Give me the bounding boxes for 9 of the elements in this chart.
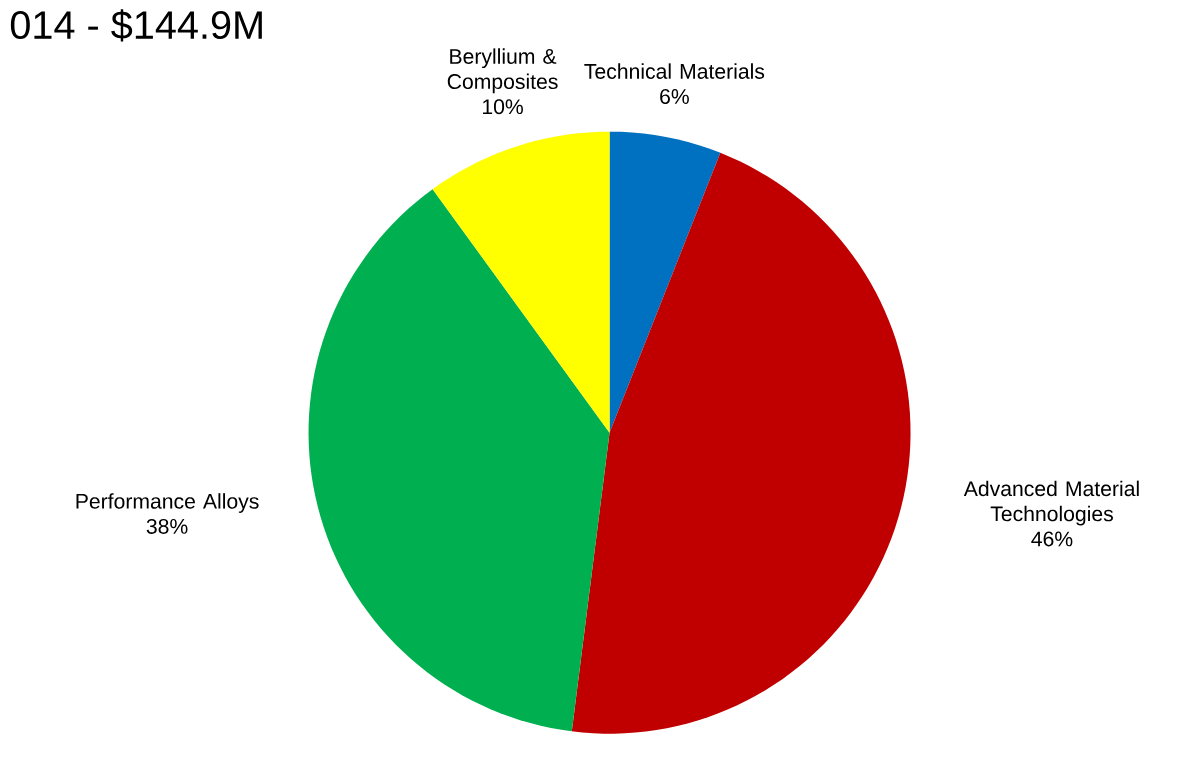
data-label: 10% [483,99,523,115]
data-label: 46% [1031,531,1073,547]
data-label: 38% [146,518,188,534]
slice-label: Beryllium & Composites [447,48,558,94]
slice-label: Advanced Material Technologies [963,480,1139,526]
slice-label: Performance Alloys [76,493,259,513]
chart-title: 014 - $144.9M [10,9,262,42]
slice-label: Technical Materials [584,63,765,79]
data-label: 6% [660,89,689,104]
